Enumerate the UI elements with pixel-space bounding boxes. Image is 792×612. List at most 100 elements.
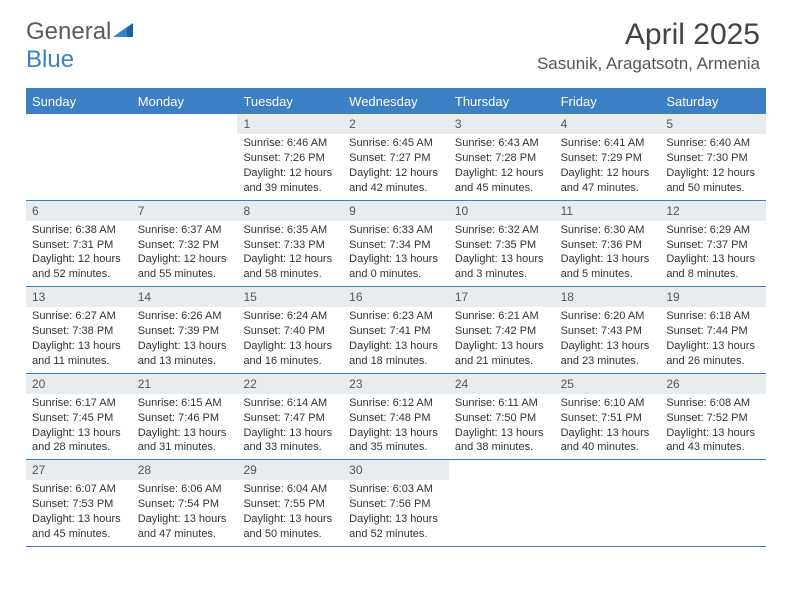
daylight-line: Daylight: 13 hours and 47 minutes. xyxy=(138,512,232,542)
sunrise-line: Sunrise: 6:26 AM xyxy=(138,309,232,324)
day-cell: 30Sunrise: 6:03 AMSunset: 7:56 PMDayligh… xyxy=(343,460,449,546)
sunrise-line: Sunrise: 6:15 AM xyxy=(138,396,232,411)
sunrise-line: Sunrise: 6:24 AM xyxy=(243,309,337,324)
sunset-line: Sunset: 7:46 PM xyxy=(138,411,232,426)
day-cell: 17Sunrise: 6:21 AMSunset: 7:42 PMDayligh… xyxy=(449,287,555,373)
daylight-line: Daylight: 13 hours and 21 minutes. xyxy=(455,339,549,369)
day-body: Sunrise: 6:20 AMSunset: 7:43 PMDaylight:… xyxy=(555,307,661,372)
day-cell: 3Sunrise: 6:43 AMSunset: 7:28 PMDaylight… xyxy=(449,114,555,200)
day-cell: 4Sunrise: 6:41 AMSunset: 7:29 PMDaylight… xyxy=(555,114,661,200)
sunrise-line: Sunrise: 6:41 AM xyxy=(561,136,655,151)
day-number: 10 xyxy=(449,201,555,221)
sunset-line: Sunset: 7:56 PM xyxy=(349,497,443,512)
day-number: 18 xyxy=(555,287,661,307)
daylight-line: Daylight: 12 hours and 55 minutes. xyxy=(138,252,232,282)
daylight-line: Daylight: 13 hours and 28 minutes. xyxy=(32,426,126,456)
day-cell: 6Sunrise: 6:38 AMSunset: 7:31 PMDaylight… xyxy=(26,201,132,287)
day-cell: 10Sunrise: 6:32 AMSunset: 7:35 PMDayligh… xyxy=(449,201,555,287)
day-body: Sunrise: 6:07 AMSunset: 7:53 PMDaylight:… xyxy=(26,480,132,545)
day-cell xyxy=(449,460,555,546)
daylight-line: Daylight: 12 hours and 52 minutes. xyxy=(32,252,126,282)
day-cell: 29Sunrise: 6:04 AMSunset: 7:55 PMDayligh… xyxy=(237,460,343,546)
day-cell: 9Sunrise: 6:33 AMSunset: 7:34 PMDaylight… xyxy=(343,201,449,287)
sunset-line: Sunset: 7:40 PM xyxy=(243,324,337,339)
sunrise-line: Sunrise: 6:46 AM xyxy=(243,136,337,151)
daylight-line: Daylight: 13 hours and 35 minutes. xyxy=(349,426,443,456)
sunrise-line: Sunrise: 6:40 AM xyxy=(666,136,760,151)
sunset-line: Sunset: 7:45 PM xyxy=(32,411,126,426)
day-body: Sunrise: 6:12 AMSunset: 7:48 PMDaylight:… xyxy=(343,394,449,459)
day-cell: 11Sunrise: 6:30 AMSunset: 7:36 PMDayligh… xyxy=(555,201,661,287)
day-number: 6 xyxy=(26,201,132,221)
day-number: 20 xyxy=(26,374,132,394)
sunset-line: Sunset: 7:47 PM xyxy=(243,411,337,426)
daylight-line: Daylight: 12 hours and 58 minutes. xyxy=(243,252,337,282)
sunset-line: Sunset: 7:48 PM xyxy=(349,411,443,426)
day-cell: 23Sunrise: 6:12 AMSunset: 7:48 PMDayligh… xyxy=(343,374,449,460)
sunset-line: Sunset: 7:33 PM xyxy=(243,238,337,253)
dow-cell: Friday xyxy=(555,90,661,114)
day-number: 17 xyxy=(449,287,555,307)
dow-cell: Thursday xyxy=(449,90,555,114)
sunrise-line: Sunrise: 6:11 AM xyxy=(455,396,549,411)
day-number: 29 xyxy=(237,460,343,480)
sunset-line: Sunset: 7:41 PM xyxy=(349,324,443,339)
daylight-line: Daylight: 12 hours and 39 minutes. xyxy=(243,166,337,196)
sunset-line: Sunset: 7:44 PM xyxy=(666,324,760,339)
day-cell: 27Sunrise: 6:07 AMSunset: 7:53 PMDayligh… xyxy=(26,460,132,546)
day-body: Sunrise: 6:46 AMSunset: 7:26 PMDaylight:… xyxy=(237,134,343,199)
sunrise-line: Sunrise: 6:20 AM xyxy=(561,309,655,324)
sunset-line: Sunset: 7:31 PM xyxy=(32,238,126,253)
daylight-line: Daylight: 13 hours and 50 minutes. xyxy=(243,512,337,542)
sunset-line: Sunset: 7:29 PM xyxy=(561,151,655,166)
day-cell: 5Sunrise: 6:40 AMSunset: 7:30 PMDaylight… xyxy=(660,114,766,200)
sunset-line: Sunset: 7:35 PM xyxy=(455,238,549,253)
sunset-line: Sunset: 7:51 PM xyxy=(561,411,655,426)
sunrise-line: Sunrise: 6:37 AM xyxy=(138,223,232,238)
day-body: Sunrise: 6:29 AMSunset: 7:37 PMDaylight:… xyxy=(660,221,766,286)
day-number: 16 xyxy=(343,287,449,307)
day-body: Sunrise: 6:10 AMSunset: 7:51 PMDaylight:… xyxy=(555,394,661,459)
sunset-line: Sunset: 7:37 PM xyxy=(666,238,760,253)
dow-cell: Monday xyxy=(132,90,238,114)
sunrise-line: Sunrise: 6:35 AM xyxy=(243,223,337,238)
daylight-line: Daylight: 13 hours and 45 minutes. xyxy=(32,512,126,542)
sunset-line: Sunset: 7:54 PM xyxy=(138,497,232,512)
sunrise-line: Sunrise: 6:17 AM xyxy=(32,396,126,411)
day-number: 23 xyxy=(343,374,449,394)
day-number: 3 xyxy=(449,114,555,134)
day-number: 22 xyxy=(237,374,343,394)
day-cell xyxy=(660,460,766,546)
day-body: Sunrise: 6:26 AMSunset: 7:39 PMDaylight:… xyxy=(132,307,238,372)
sunrise-line: Sunrise: 6:04 AM xyxy=(243,482,337,497)
day-cell: 7Sunrise: 6:37 AMSunset: 7:32 PMDaylight… xyxy=(132,201,238,287)
sunset-line: Sunset: 7:34 PM xyxy=(349,238,443,253)
sunrise-line: Sunrise: 6:33 AM xyxy=(349,223,443,238)
day-number: 28 xyxy=(132,460,238,480)
day-body: Sunrise: 6:30 AMSunset: 7:36 PMDaylight:… xyxy=(555,221,661,286)
sunrise-line: Sunrise: 6:03 AM xyxy=(349,482,443,497)
day-body: Sunrise: 6:40 AMSunset: 7:30 PMDaylight:… xyxy=(660,134,766,199)
daylight-line: Daylight: 12 hours and 50 minutes. xyxy=(666,166,760,196)
calendar: SundayMondayTuesdayWednesdayThursdayFrid… xyxy=(26,88,766,547)
logo-part1: General xyxy=(26,18,111,45)
day-cell: 12Sunrise: 6:29 AMSunset: 7:37 PMDayligh… xyxy=(660,201,766,287)
daylight-line: Daylight: 12 hours and 47 minutes. xyxy=(561,166,655,196)
day-body: Sunrise: 6:06 AMSunset: 7:54 PMDaylight:… xyxy=(132,480,238,545)
day-cell: 19Sunrise: 6:18 AMSunset: 7:44 PMDayligh… xyxy=(660,287,766,373)
day-cell: 21Sunrise: 6:15 AMSunset: 7:46 PMDayligh… xyxy=(132,374,238,460)
week-row: 6Sunrise: 6:38 AMSunset: 7:31 PMDaylight… xyxy=(26,201,766,288)
week-row: 13Sunrise: 6:27 AMSunset: 7:38 PMDayligh… xyxy=(26,287,766,374)
sunset-line: Sunset: 7:53 PM xyxy=(32,497,126,512)
header: General Blue April 2025 Sasunik, Aragats… xyxy=(0,0,792,82)
week-row: 27Sunrise: 6:07 AMSunset: 7:53 PMDayligh… xyxy=(26,460,766,547)
day-body: Sunrise: 6:17 AMSunset: 7:45 PMDaylight:… xyxy=(26,394,132,459)
daylight-line: Daylight: 13 hours and 18 minutes. xyxy=(349,339,443,369)
day-cell: 1Sunrise: 6:46 AMSunset: 7:26 PMDaylight… xyxy=(237,114,343,200)
daylight-line: Daylight: 13 hours and 16 minutes. xyxy=(243,339,337,369)
sunset-line: Sunset: 7:26 PM xyxy=(243,151,337,166)
day-body: Sunrise: 6:37 AMSunset: 7:32 PMDaylight:… xyxy=(132,221,238,286)
sunrise-line: Sunrise: 6:29 AM xyxy=(666,223,760,238)
day-number: 12 xyxy=(660,201,766,221)
sunrise-line: Sunrise: 6:14 AM xyxy=(243,396,337,411)
